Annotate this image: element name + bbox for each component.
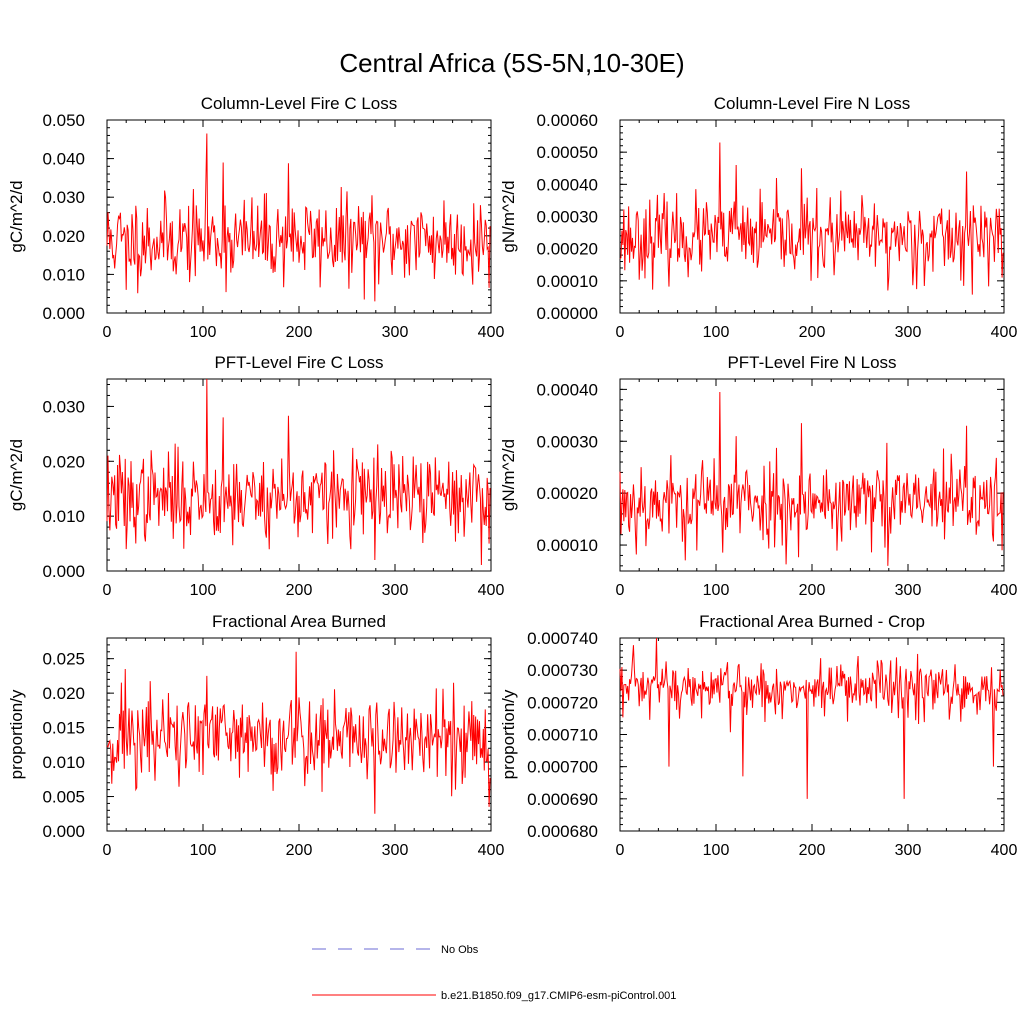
legend-obs-label: No Obs (441, 944, 479, 956)
plot-frame (619, 637, 1005, 832)
plot-frame (619, 378, 1005, 572)
legend: No Obs b.e21.B1850.f09_g17.CMIP6-esm-piC… (312, 944, 676, 1002)
x-tick-label: 0 (616, 582, 625, 599)
y-tick-label: 0.00040 (537, 380, 598, 399)
plot-frame (106, 378, 492, 572)
x-tick-label: 400 (991, 324, 1018, 341)
x-tick-label: 200 (286, 842, 313, 859)
x-tick-label: 100 (190, 582, 217, 599)
y-tick-label: 0.000 (42, 822, 85, 841)
panel-title: PFT-Level Fire C Loss (214, 353, 383, 372)
series-line-1 (106, 133, 491, 302)
y-tick-label: 0.020 (42, 684, 85, 703)
y-tick-label: 0.00000 (537, 304, 598, 323)
y-tick-label: 0.00040 (537, 175, 598, 194)
x-tick-label: 200 (799, 842, 826, 859)
y-tick-label: 0.00020 (537, 240, 598, 259)
y-tick-label: 0.010 (42, 265, 85, 284)
series-line-1 (106, 651, 491, 814)
x-tick-label: 0 (616, 842, 625, 859)
y-axis-label: gC/m^2/d (7, 439, 26, 511)
panel-title: Column-Level Fire N Loss (714, 94, 911, 113)
y-axis-label: proportion/y (7, 689, 26, 779)
chart-panel-6: 0 100 200 300 400 0.000680 0.000690 0.000700 0.0… (499, 612, 1017, 859)
x-tick-label: 200 (286, 324, 313, 341)
y-tick-label: 0.00030 (537, 208, 598, 227)
y-tick-label: 0.000730 (527, 661, 598, 680)
y-tick-label: 0.040 (42, 150, 85, 169)
x-tick-label: 400 (991, 582, 1018, 599)
x-tick-label: 300 (895, 324, 922, 341)
y-axis-label: gC/m^2/d (7, 180, 26, 252)
x-tick-label: 200 (799, 324, 826, 341)
x-tick-label: 400 (991, 842, 1018, 859)
y-tick-label: 0.010 (42, 753, 85, 772)
series-line-1 (619, 637, 1004, 799)
y-tick-label: 0.015 (42, 719, 85, 738)
y-tick-label: 0.00060 (537, 111, 598, 130)
series-line-1 (619, 142, 1004, 295)
y-tick-label: 0.000740 (527, 629, 598, 648)
y-tick-label: 0.025 (42, 650, 85, 669)
y-tick-label: 0.00010 (537, 272, 598, 291)
panel-title: Column-Level Fire C Loss (201, 94, 398, 113)
chart-panel-3: 0 100 200 300 400 0.000 0.010 0.020 0.030 PFT-Lev… (7, 353, 504, 599)
y-tick-label: 0.000690 (527, 790, 598, 809)
panel-title: PFT-Level Fire N Loss (727, 353, 896, 372)
x-tick-label: 0 (103, 324, 112, 341)
chart-panel-2: 0 100 200 300 400 0.00000 0.00010 0.00020 0.0003… (499, 94, 1017, 341)
x-tick-label: 0 (103, 582, 112, 599)
y-tick-label: 0.000720 (527, 693, 598, 712)
y-tick-label: 0.000680 (527, 822, 598, 841)
x-tick-label: 200 (286, 582, 313, 599)
x-tick-label: 100 (190, 324, 217, 341)
legend-model-label: b.e21.B1850.f09_g17.CMIP6-esm-piControl.… (441, 990, 676, 1002)
y-tick-label: 0.00050 (537, 143, 598, 162)
x-tick-label: 100 (703, 582, 730, 599)
x-tick-label: 300 (895, 842, 922, 859)
x-tick-label: 0 (616, 324, 625, 341)
x-tick-label: 100 (703, 842, 730, 859)
y-tick-label: 0.050 (42, 111, 85, 130)
panel-title: Fractional Area Burned (212, 612, 386, 631)
y-tick-label: 0.020 (42, 452, 85, 471)
x-tick-label: 400 (478, 582, 505, 599)
y-tick-label: 0.00020 (537, 484, 598, 503)
y-tick-label: 0.000710 (527, 726, 598, 745)
y-tick-label: 0.000700 (527, 758, 598, 777)
x-tick-label: 100 (190, 842, 217, 859)
series-line-1 (619, 391, 1004, 566)
y-tick-label: 0.00030 (537, 432, 598, 451)
x-tick-label: 200 (799, 582, 826, 599)
y-tick-label: 0.030 (42, 188, 85, 207)
x-tick-label: 300 (382, 842, 409, 859)
x-tick-label: 400 (478, 324, 505, 341)
plot-frame (619, 119, 1005, 314)
x-tick-label: 100 (703, 324, 730, 341)
y-tick-label: 0.020 (42, 227, 85, 246)
x-tick-label: 300 (382, 324, 409, 341)
chart-panel-1: 0 100 200 300 400 0.000 0.010 0.020 0.030 0.040 0.… (7, 94, 504, 341)
chart-panel-4: 0 100 200 300 400 0.00010 0.00020 0.00030 0.0004… (499, 353, 1017, 599)
chart-panel-5: 0 100 200 300 400 0.000 0.005 0.010 0.015 0.020 0.… (7, 612, 504, 859)
y-tick-label: 0.00010 (537, 536, 598, 555)
y-tick-label: 0.030 (42, 397, 85, 416)
y-tick-label: 0.010 (42, 507, 85, 526)
y-tick-label: 0.000 (42, 562, 85, 581)
y-tick-label: 0.005 (42, 788, 85, 807)
y-axis-label: proportion/y (499, 689, 518, 779)
y-axis-label: gN/m^2/d (499, 439, 518, 511)
figure-title: Central Africa (5S-5N,10-30E) (339, 48, 684, 78)
panel-title: Fractional Area Burned - Crop (699, 612, 925, 631)
series-line-1 (106, 378, 491, 566)
x-tick-label: 300 (382, 582, 409, 599)
x-tick-label: 0 (103, 842, 112, 859)
x-tick-label: 300 (895, 582, 922, 599)
y-tick-label: 0.000 (42, 304, 85, 323)
x-tick-label: 400 (478, 842, 505, 859)
y-axis-label: gN/m^2/d (499, 180, 518, 252)
